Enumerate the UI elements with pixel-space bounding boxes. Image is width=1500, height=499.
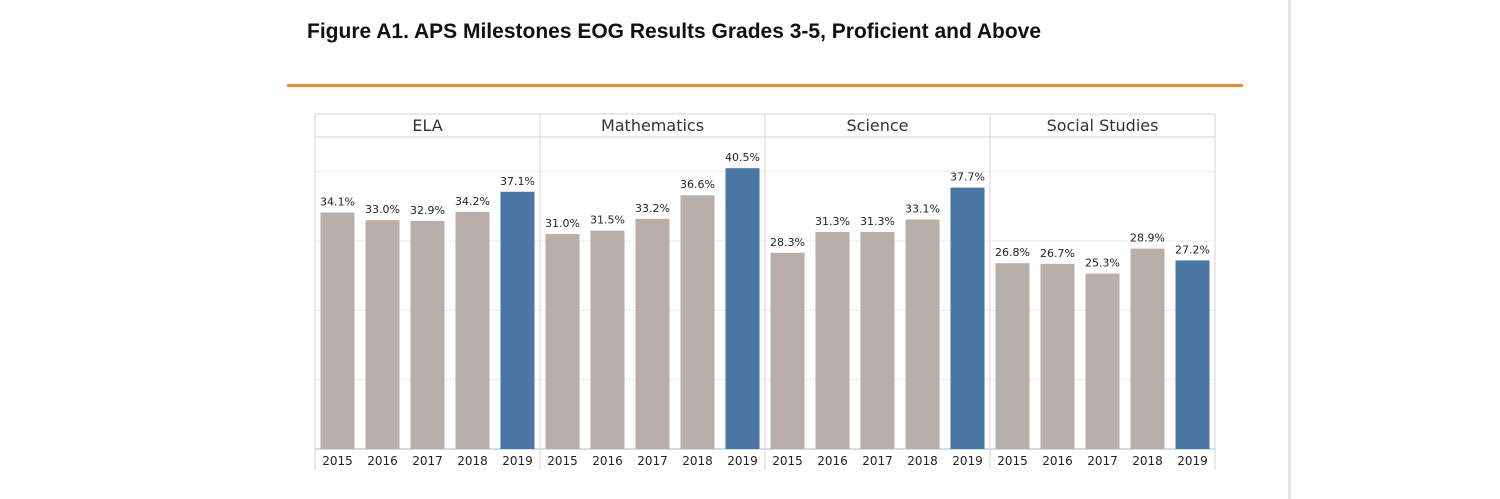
data-label: 37.1%	[500, 175, 535, 188]
x-tick-label: 2018	[457, 454, 488, 468]
x-tick-label: 2016	[1042, 454, 1073, 468]
x-tick-label: 2019	[1177, 454, 1208, 468]
x-tick-label: 2015	[997, 454, 1028, 468]
data-label: 26.8%	[995, 246, 1030, 259]
x-tick-label: 2015	[322, 454, 353, 468]
data-label: 31.3%	[860, 215, 895, 228]
bar	[455, 211, 490, 449]
x-tick-label: 2017	[1087, 454, 1118, 468]
bar	[815, 231, 850, 449]
bar	[590, 230, 625, 449]
data-label: 37.7%	[950, 171, 985, 184]
data-label: 40.5%	[725, 151, 760, 164]
data-label: 34.2%	[455, 195, 490, 208]
x-tick-label: 2018	[907, 454, 938, 468]
bar	[410, 220, 445, 449]
bar	[860, 231, 895, 449]
x-tick-label: 2017	[412, 454, 443, 468]
bar	[680, 195, 715, 449]
x-tick-label: 2018	[1132, 454, 1163, 468]
data-label: 31.0%	[545, 217, 580, 230]
x-tick-label: 2015	[547, 454, 578, 468]
x-tick-label: 2019	[727, 454, 758, 468]
panel-title: Science	[846, 116, 908, 135]
bar	[635, 218, 670, 449]
bar	[995, 263, 1030, 449]
x-tick-label: 2016	[592, 454, 623, 468]
bar	[1040, 263, 1075, 449]
data-label: 33.1%	[905, 203, 940, 216]
x-tick-label: 2017	[637, 454, 668, 468]
bar	[1175, 260, 1210, 449]
data-label: 33.2%	[635, 202, 670, 215]
bar	[905, 219, 940, 449]
x-tick-label: 2015	[772, 454, 803, 468]
data-label: 34.1%	[320, 196, 355, 209]
bar	[725, 168, 760, 449]
data-label: 33.0%	[365, 203, 400, 216]
panel-title: ELA	[412, 116, 442, 135]
bar	[545, 234, 580, 449]
title-rule	[287, 84, 1243, 87]
data-label: 25.3%	[1085, 257, 1120, 270]
data-label: 28.3%	[770, 236, 805, 249]
panel-title: Social Studies	[1047, 116, 1159, 135]
x-tick-label: 2018	[682, 454, 713, 468]
bar	[1130, 248, 1165, 449]
figure-title: Figure A1. APS Milestones EOG Results Gr…	[307, 20, 1042, 43]
data-label: 36.6%	[680, 178, 715, 191]
data-label: 31.3%	[815, 215, 850, 228]
x-tick-label: 2019	[502, 454, 533, 468]
x-tick-label: 2016	[367, 454, 398, 468]
data-label: 26.7%	[1040, 247, 1075, 260]
x-tick-label: 2017	[862, 454, 893, 468]
page-edge	[1288, 0, 1291, 499]
x-tick-label: 2019	[952, 454, 983, 468]
data-label: 31.5%	[590, 214, 625, 227]
data-label: 28.9%	[1130, 232, 1165, 245]
bar	[950, 187, 985, 449]
x-tick-label: 2016	[817, 454, 848, 468]
data-label: 32.9%	[410, 204, 445, 217]
bar	[320, 212, 355, 449]
bar	[1085, 273, 1120, 449]
bar	[770, 252, 805, 449]
bar	[365, 220, 400, 449]
bar	[500, 191, 535, 450]
data-label: 27.2%	[1175, 243, 1210, 256]
panel-title: Mathematics	[601, 116, 704, 135]
